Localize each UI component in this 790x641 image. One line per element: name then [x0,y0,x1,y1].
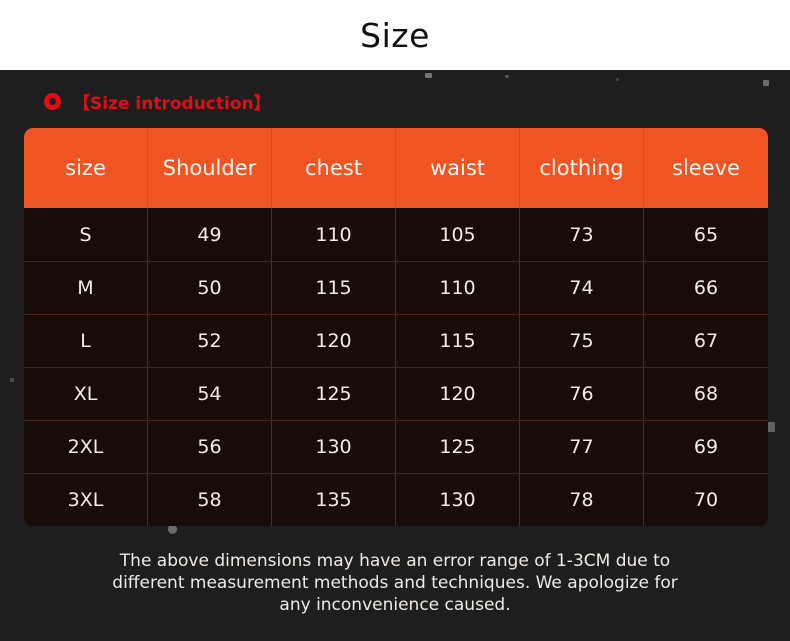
background-speck [766,422,775,432]
cell-waist: 115 [396,314,520,367]
cell-clothing: 76 [520,367,644,420]
cell-waist: 130 [396,473,520,526]
table-row: L 52 120 115 75 67 [24,314,768,367]
cell-waist: 120 [396,367,520,420]
table-row: XL 54 125 120 76 68 [24,367,768,420]
size-introduction-heading: 【Size introduction】 [44,89,271,114]
background-speck [763,80,769,86]
size-table-header: size Shoulder chest waist clothing sleev… [24,128,768,208]
cell-clothing: 73 [520,208,644,261]
cell-shoulder: 50 [148,261,272,314]
cell-sleeve: 67 [644,314,768,367]
content-area: 【Size introduction】 size Shoulder chest … [0,70,790,641]
cell-clothing: 78 [520,473,644,526]
cell-size: 3XL [24,473,148,526]
cell-shoulder: 52 [148,314,272,367]
cell-waist: 110 [396,261,520,314]
cell-waist: 125 [396,420,520,473]
column-header-clothing: clothing [520,128,644,208]
cell-clothing: 77 [520,420,644,473]
cell-clothing: 74 [520,261,644,314]
cell-shoulder: 49 [148,208,272,261]
background-speck [616,78,619,81]
cell-chest: 130 [272,420,396,473]
column-header-shoulder: Shoulder [148,128,272,208]
table-row: M 50 115 110 74 66 [24,261,768,314]
cell-shoulder: 54 [148,367,272,420]
size-table-body: S 49 110 105 73 65 M 50 115 110 74 66 L [24,208,768,526]
cell-size: XL [24,367,148,420]
cell-sleeve: 70 [644,473,768,526]
cell-shoulder: 58 [148,473,272,526]
measurement-disclaimer: The above dimensions may have an error r… [112,551,678,615]
column-header-size: size [24,128,148,208]
table-row: 2XL 56 130 125 77 69 [24,420,768,473]
cell-size: S [24,208,148,261]
column-header-sleeve: sleeve [644,128,768,208]
cell-size: M [24,261,148,314]
cell-shoulder: 56 [148,420,272,473]
background-speck [505,75,509,78]
column-header-waist: waist [396,128,520,208]
cell-chest: 110 [272,208,396,261]
table-row: 3XL 58 135 130 78 70 [24,473,768,526]
cell-waist: 105 [396,208,520,261]
cell-sleeve: 69 [644,420,768,473]
background-speck [425,73,432,78]
cell-chest: 115 [272,261,396,314]
table-header-row: size Shoulder chest waist clothing sleev… [24,128,768,208]
table-row: S 49 110 105 73 65 [24,208,768,261]
size-introduction-label: 【Size introduction】 [73,94,271,114]
cell-size: 2XL [24,420,148,473]
column-header-chest: chest [272,128,396,208]
background-speck [168,525,177,534]
cell-chest: 135 [272,473,396,526]
title-band: Size [0,0,790,70]
cell-chest: 125 [272,367,396,420]
cell-sleeve: 66 [644,261,768,314]
cell-chest: 120 [272,314,396,367]
background-speck [10,378,14,382]
page-title: Size [360,15,430,55]
cell-size: L [24,314,148,367]
red-ring-icon [44,93,61,110]
cell-sleeve: 65 [644,208,768,261]
cell-clothing: 75 [520,314,644,367]
cell-sleeve: 68 [644,367,768,420]
size-table: size Shoulder chest waist clothing sleev… [24,128,768,526]
